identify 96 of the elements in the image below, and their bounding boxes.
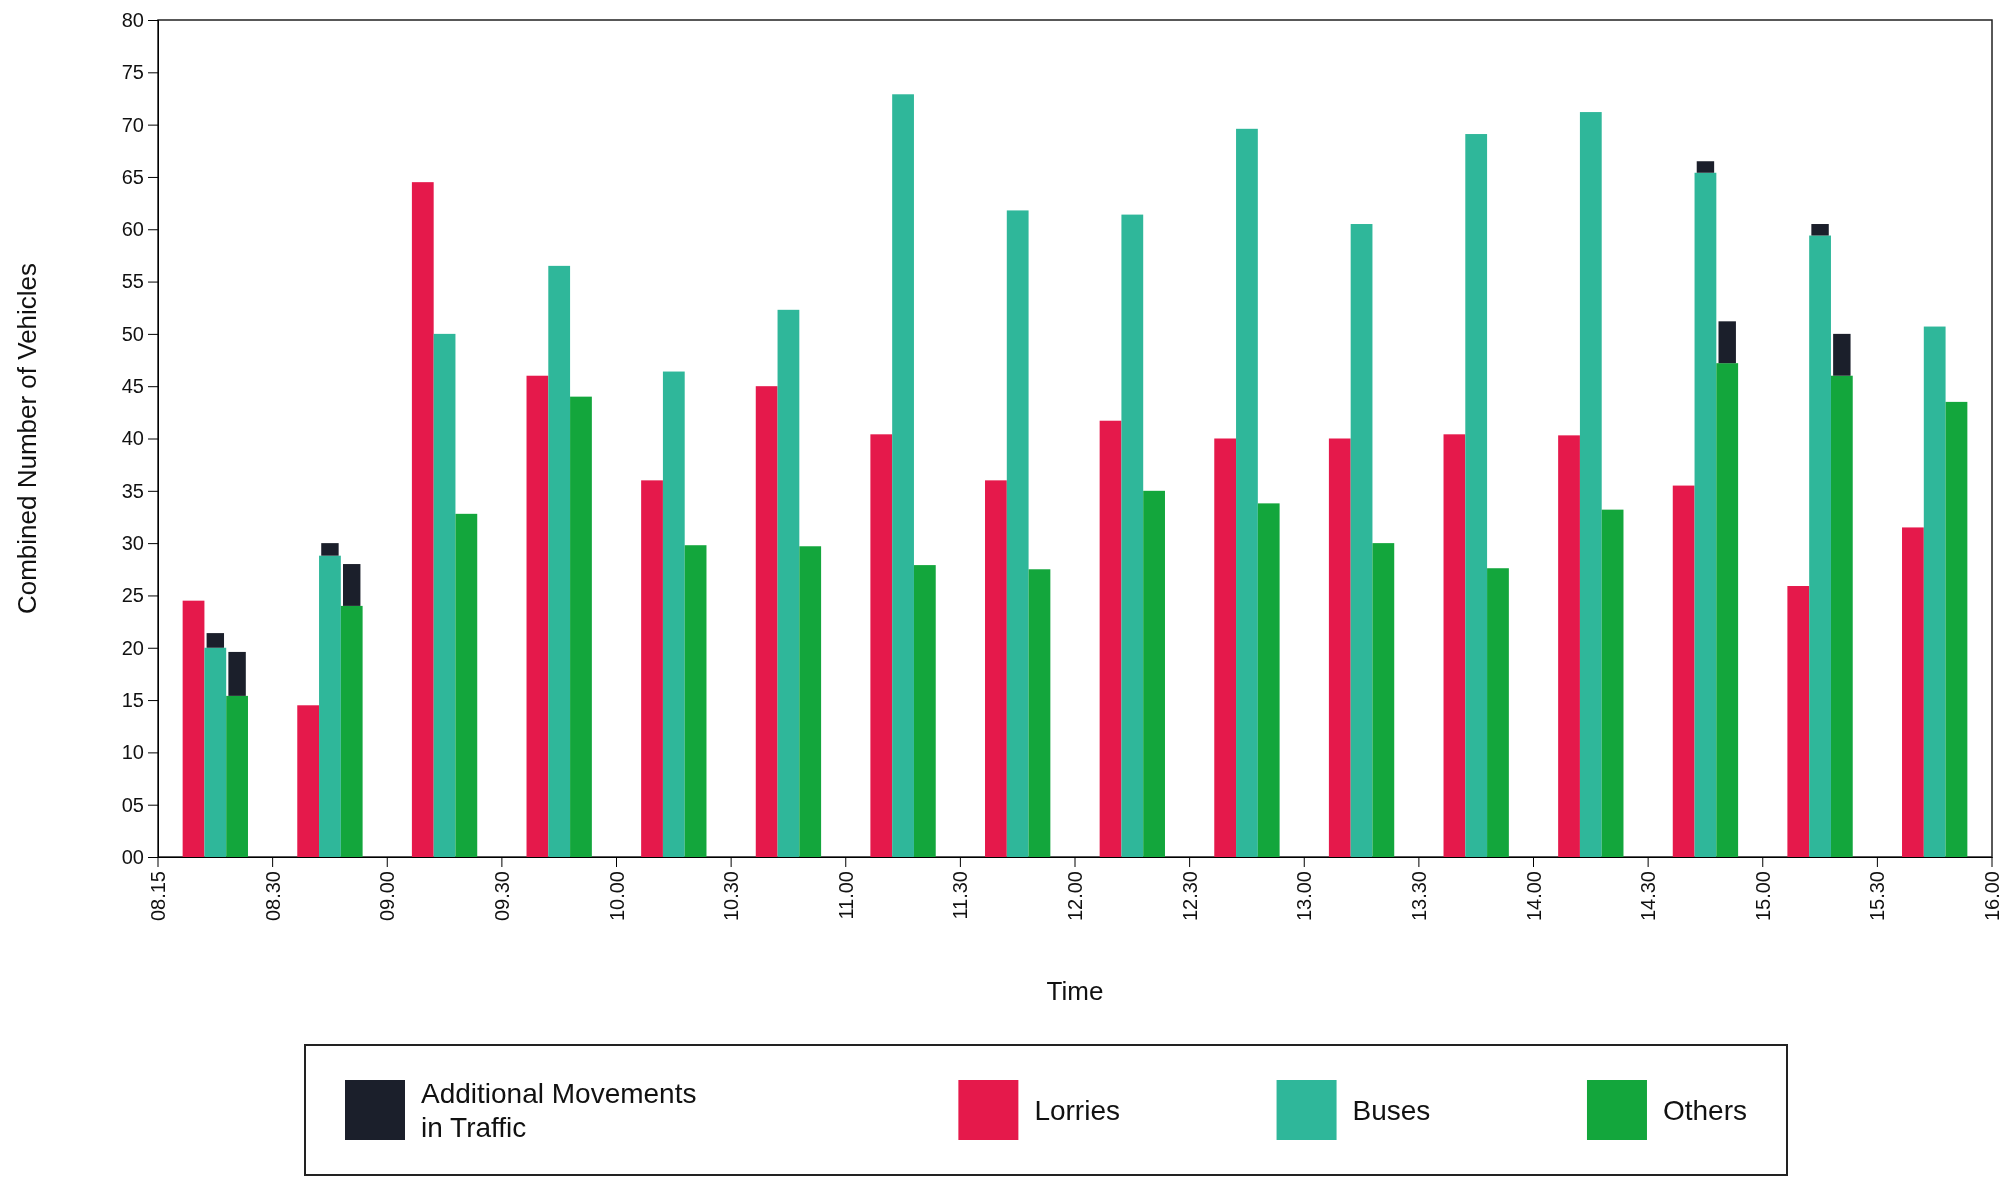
bar	[1902, 527, 1924, 857]
y-tick-label: 15	[121, 688, 144, 711]
text: 10.30	[720, 871, 743, 922]
bar	[1236, 128, 1258, 857]
y-tick-label: 20	[121, 636, 144, 659]
bar	[319, 555, 341, 857]
text: 13.30	[1407, 871, 1430, 922]
bar	[1099, 420, 1122, 857]
bar	[1833, 333, 1851, 376]
text: 12.00	[1064, 871, 1086, 922]
bar	[433, 333, 456, 857]
y-tick-label: 70	[121, 113, 144, 136]
bar	[343, 564, 361, 606]
bar	[755, 386, 778, 857]
bar	[1443, 434, 1466, 857]
bar	[1579, 112, 1602, 857]
legend-label: Lorries	[1034, 1095, 1120, 1126]
text: 12.30	[1178, 871, 1201, 922]
bar	[1121, 214, 1144, 857]
text: 11.30	[949, 871, 972, 920]
y-tick-label: 05	[121, 793, 144, 816]
bar	[684, 545, 707, 857]
bar	[1718, 321, 1736, 364]
bar	[662, 371, 685, 857]
text: 14.00	[1522, 871, 1545, 922]
bar	[1601, 509, 1624, 857]
y-tick-label: 50	[121, 322, 144, 345]
bar	[913, 565, 936, 857]
bar	[1787, 586, 1810, 857]
bar	[1809, 235, 1831, 857]
bar	[206, 633, 225, 648]
bar	[1716, 363, 1739, 857]
y-tick-label: 35	[121, 479, 144, 502]
bar	[1028, 569, 1051, 857]
bar	[777, 309, 800, 857]
bar	[1487, 568, 1509, 857]
y-tick-label: 30	[121, 532, 144, 555]
bar	[870, 434, 893, 857]
y-axis-title: Combined Number of Vehicles	[12, 262, 42, 615]
bar	[1465, 134, 1488, 857]
bar	[226, 695, 248, 857]
y-tick-label: 00	[121, 845, 144, 868]
bar	[1328, 438, 1351, 857]
bar	[1558, 435, 1580, 857]
bar	[1694, 172, 1717, 857]
bar	[1257, 503, 1280, 857]
legend-label: Buses	[1352, 1095, 1431, 1126]
y-tick-label: 55	[121, 270, 144, 293]
text: 09.00	[376, 871, 399, 922]
text: 08.15	[147, 871, 169, 922]
text: 09.30	[490, 871, 513, 922]
bar	[1214, 438, 1237, 857]
y-tick-label: 45	[121, 375, 144, 398]
text: 13.00	[1293, 871, 1316, 922]
text: 10.00	[605, 871, 628, 922]
bar	[455, 513, 478, 857]
x-axis-title: Time	[1046, 976, 1104, 1006]
bar	[570, 396, 592, 857]
text: 15.30	[1866, 871, 1889, 922]
bar	[1350, 224, 1373, 857]
bar	[1143, 490, 1165, 857]
bar	[297, 705, 320, 857]
bar	[1672, 485, 1695, 857]
legend-label: Additional Movements in Traffic	[421, 1078, 697, 1143]
bar	[1923, 326, 1946, 857]
y-tick-label: 10	[121, 741, 144, 764]
text: 16.00	[1981, 871, 2003, 922]
text: 08.30	[261, 871, 284, 922]
bar	[204, 647, 227, 857]
y-tick-label: 25	[121, 584, 144, 607]
y-tick-label: 80	[121, 8, 144, 31]
bar	[340, 605, 363, 857]
y-tick-label: 60	[121, 218, 144, 241]
bar	[892, 94, 914, 857]
bar	[985, 480, 1007, 857]
text: 11.00	[834, 871, 857, 920]
bar	[1945, 401, 1968, 857]
legend-label: Others	[1662, 1095, 1747, 1126]
bar	[1696, 161, 1715, 173]
bar	[411, 182, 434, 857]
y-tick-label: 40	[121, 427, 144, 450]
bar	[548, 265, 571, 857]
y-tick-label: 65	[121, 165, 144, 188]
bar	[228, 651, 246, 696]
bar	[526, 375, 549, 857]
bar	[321, 543, 339, 556]
bar	[182, 600, 205, 857]
bar	[641, 480, 663, 857]
bar	[1811, 224, 1829, 236]
bar	[799, 546, 822, 857]
bar	[1372, 543, 1395, 857]
text: 15.00	[1751, 871, 1774, 922]
bar	[1830, 375, 1853, 857]
text: 14.30	[1637, 871, 1660, 922]
y-tick-label: 75	[121, 61, 144, 84]
bar	[1006, 210, 1029, 857]
